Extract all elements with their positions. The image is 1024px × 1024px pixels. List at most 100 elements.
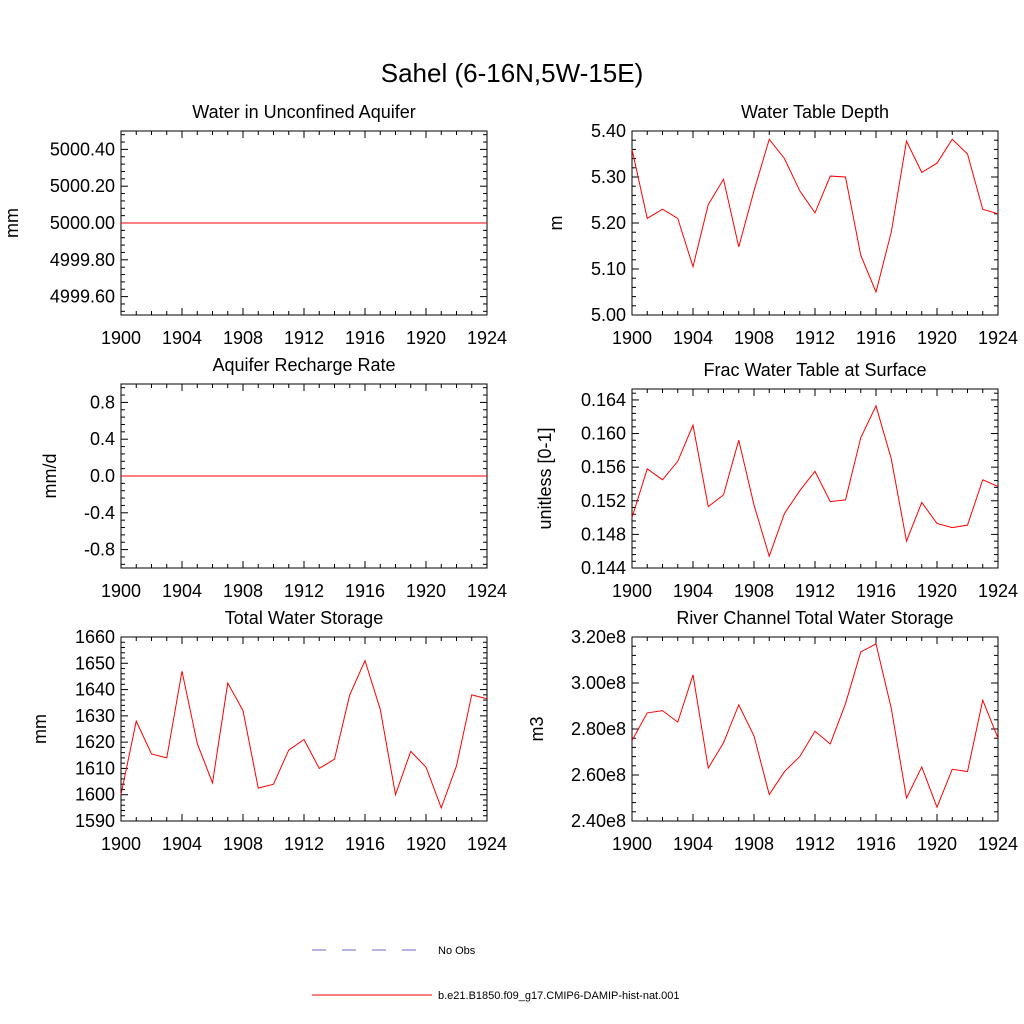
series-line-1	[120, 659, 488, 810]
x-tick-label: 1908	[223, 581, 263, 601]
x-tick-label: 1920	[406, 834, 446, 854]
y-tick-label: 5.30	[591, 167, 626, 187]
x-tick-label: 1904	[162, 328, 202, 348]
y-tick-label: 5.40	[591, 121, 626, 141]
y-tick-label: 1630	[75, 706, 115, 726]
y-tick-label: 2.60e8	[571, 765, 626, 785]
x-tick-label: 1904	[162, 834, 202, 854]
chart-panel-5: Total Water Storage mm 1900 1904 1908 1912 191…	[30, 608, 507, 854]
x-tick-label: 1924	[467, 581, 507, 601]
x-tick-label: 1908	[734, 328, 774, 348]
y-axis-label: mm	[30, 714, 50, 744]
panel-title: Total Water Storage	[225, 608, 383, 628]
panel-title: Water in Unconfined Aquifer	[192, 102, 415, 122]
chart-panel-1: Water in Unconfined Aquifer mm 1900 1904 190…	[2, 102, 507, 348]
y-tick-label: 4999.60	[50, 287, 115, 307]
panel-title: Water Table Depth	[741, 102, 889, 122]
y-tick-label: 1650	[75, 653, 115, 673]
x-tick-label: 1912	[284, 834, 324, 854]
x-tick-label: 1924	[978, 581, 1018, 601]
x-tick-label: 1916	[345, 834, 385, 854]
figure-title: Sahel (6-16N,5W-15E)	[381, 58, 644, 88]
y-tick-label: 1620	[75, 732, 115, 752]
series-line-1	[631, 138, 999, 294]
y-tick-label: 5.20	[591, 213, 626, 233]
y-tick-label: 0.8	[90, 392, 115, 412]
x-tick-label: 1920	[406, 581, 446, 601]
y-tick-label: 0.4	[90, 429, 115, 449]
x-tick-label: 1904	[673, 581, 713, 601]
panel-title: River Channel Total Water Storage	[676, 608, 953, 628]
x-tick-label: 1920	[917, 328, 957, 348]
x-tick-label: 1900	[101, 581, 141, 601]
legend-label-no-obs: No Obs	[438, 945, 476, 957]
y-tick-label: 0.148	[581, 524, 626, 544]
y-tick-label: 5000.20	[50, 176, 115, 196]
x-tick-label: 1904	[162, 581, 202, 601]
x-tick-label: 1900	[101, 328, 141, 348]
chart-panel-6: River Channel Total Water Storage m3 1900 1…	[527, 608, 1018, 854]
x-tick-label: 1924	[467, 834, 507, 854]
chart-panel-2: Water Table Depth m 1900 1904 1908 1912 1916 19…	[546, 102, 1018, 348]
y-tick-label: 0.156	[581, 457, 626, 477]
y-tick-label: 5.10	[591, 259, 626, 279]
x-tick-label: 1904	[673, 834, 713, 854]
legend-label-model: b.e21.B1850.f09_g17.CMIP6-DAMIP-hist-nat…	[438, 990, 680, 1002]
plot-frame	[120, 636, 488, 822]
panel-title: Frac Water Table at Surface	[703, 360, 926, 380]
plot-frame	[631, 130, 999, 316]
x-tick-label: 1912	[795, 834, 835, 854]
panels-container: Water in Unconfined Aquifer mm 1900 1904 190…	[2, 102, 1018, 854]
y-tick-label: 0.0	[90, 466, 115, 486]
y-tick-label: -0.4	[84, 503, 115, 523]
x-tick-label: 1916	[856, 834, 896, 854]
x-tick-label: 1900	[612, 328, 652, 348]
panel-title: Aquifer Recharge Rate	[212, 355, 395, 375]
y-axis-label: m	[546, 216, 566, 231]
x-tick-label: 1908	[223, 834, 263, 854]
y-tick-label: 1640	[75, 680, 115, 700]
x-tick-label: 1912	[284, 581, 324, 601]
y-tick-label: 0.152	[581, 491, 626, 511]
x-tick-label: 1904	[673, 328, 713, 348]
y-axis-label: unitless [0-1]	[535, 427, 555, 529]
x-tick-label: 1916	[345, 581, 385, 601]
y-tick-label: 1610	[75, 758, 115, 778]
x-tick-label: 1916	[345, 328, 385, 348]
y-tick-label: 3.20e8	[571, 627, 626, 647]
y-tick-label: 1600	[75, 785, 115, 805]
plot-frame	[631, 388, 999, 569]
y-tick-label: -0.8	[84, 540, 115, 560]
y-tick-label: 4999.80	[50, 250, 115, 270]
y-tick-label: 2.80e8	[571, 719, 626, 739]
x-tick-label: 1920	[406, 328, 446, 348]
y-tick-label: 3.00e8	[571, 673, 626, 693]
y-tick-label: 0.164	[581, 390, 626, 410]
y-tick-label: 5000.40	[50, 139, 115, 159]
x-tick-label: 1916	[856, 581, 896, 601]
x-tick-label: 1900	[101, 834, 141, 854]
plot-frame	[631, 636, 999, 822]
legend: No Obs b.e21.B1850.f09_g17.CMIP6-DAMIP-h…	[312, 945, 680, 1002]
x-tick-label: 1924	[978, 834, 1018, 854]
y-tick-label: 0.160	[581, 424, 626, 444]
chart-panel-3: Aquifer Recharge Rate mm/d 1900 1904 1908 191…	[40, 355, 507, 601]
y-axis-label: m3	[527, 716, 547, 741]
x-tick-label: 1920	[917, 834, 957, 854]
y-tick-label: 2.40e8	[571, 811, 626, 831]
y-tick-label: 0.144	[581, 558, 626, 578]
x-tick-label: 1908	[734, 581, 774, 601]
x-tick-label: 1924	[978, 328, 1018, 348]
x-tick-label: 1912	[795, 581, 835, 601]
y-tick-label: 5.00	[591, 305, 626, 325]
chart-panel-4: Frac Water Table at Surface unitless [0-1…	[535, 360, 1018, 601]
x-tick-label: 1900	[612, 581, 652, 601]
y-axis-label: mm/d	[40, 454, 60, 499]
x-tick-label: 1908	[734, 834, 774, 854]
y-tick-label: 5000.00	[50, 213, 115, 233]
y-tick-label: 1660	[75, 627, 115, 647]
y-tick-label: 1590	[75, 811, 115, 831]
y-axis-label: mm	[2, 208, 22, 238]
x-tick-label: 1920	[917, 581, 957, 601]
series-line-1	[631, 404, 999, 558]
